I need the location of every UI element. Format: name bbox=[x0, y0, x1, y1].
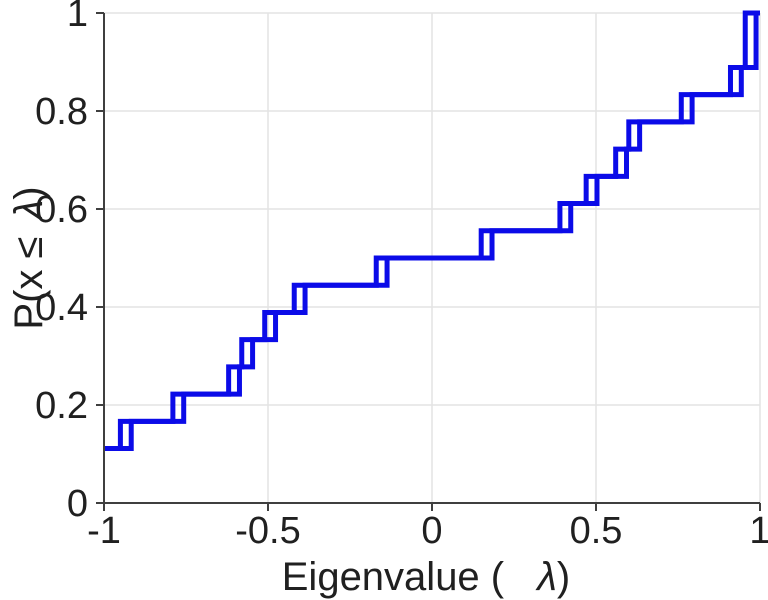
y-axis-label-text: P(x ≤ bbox=[7, 225, 51, 329]
y-tick-label: 0.2 bbox=[35, 385, 88, 427]
x-axis-label: Eigenvalue ( λ) bbox=[282, 555, 571, 599]
tick-labels: -1 -0.5 0 0.5 1 0 0.2 0.4 0.6 0.8 1 bbox=[35, 0, 768, 552]
ecdf-line-post bbox=[104, 10, 760, 452]
y-tick-label: 0 bbox=[67, 483, 88, 525]
y-tick-label: 0.8 bbox=[35, 91, 88, 133]
y-axis-label-close: ) bbox=[7, 186, 51, 199]
x-axis-label-text: Eigenvalue ( bbox=[282, 555, 515, 599]
x-tick-label: -1 bbox=[87, 510, 121, 552]
lambda-symbol: λ bbox=[7, 200, 51, 222]
ecdf-line-pre bbox=[104, 10, 760, 452]
x-tick-label: 1 bbox=[749, 510, 768, 552]
x-tick-label: 0 bbox=[421, 510, 442, 552]
axes-spines-ticks bbox=[96, 12, 761, 511]
y-tick-label: 0.4 bbox=[35, 287, 88, 329]
y-axis-label: P(x ≤ λ) bbox=[7, 186, 51, 329]
lambda-symbol: λ bbox=[535, 555, 557, 599]
y-tick-label: 0.6 bbox=[35, 189, 88, 231]
x-axis-label-close: ) bbox=[557, 555, 570, 599]
ecdf-curve bbox=[104, 10, 760, 452]
x-tick-label: -0.5 bbox=[235, 510, 300, 552]
y-tick-label: 1 bbox=[67, 0, 88, 35]
x-tick-label: 0.5 bbox=[570, 510, 623, 552]
gridlines bbox=[104, 12, 761, 503]
